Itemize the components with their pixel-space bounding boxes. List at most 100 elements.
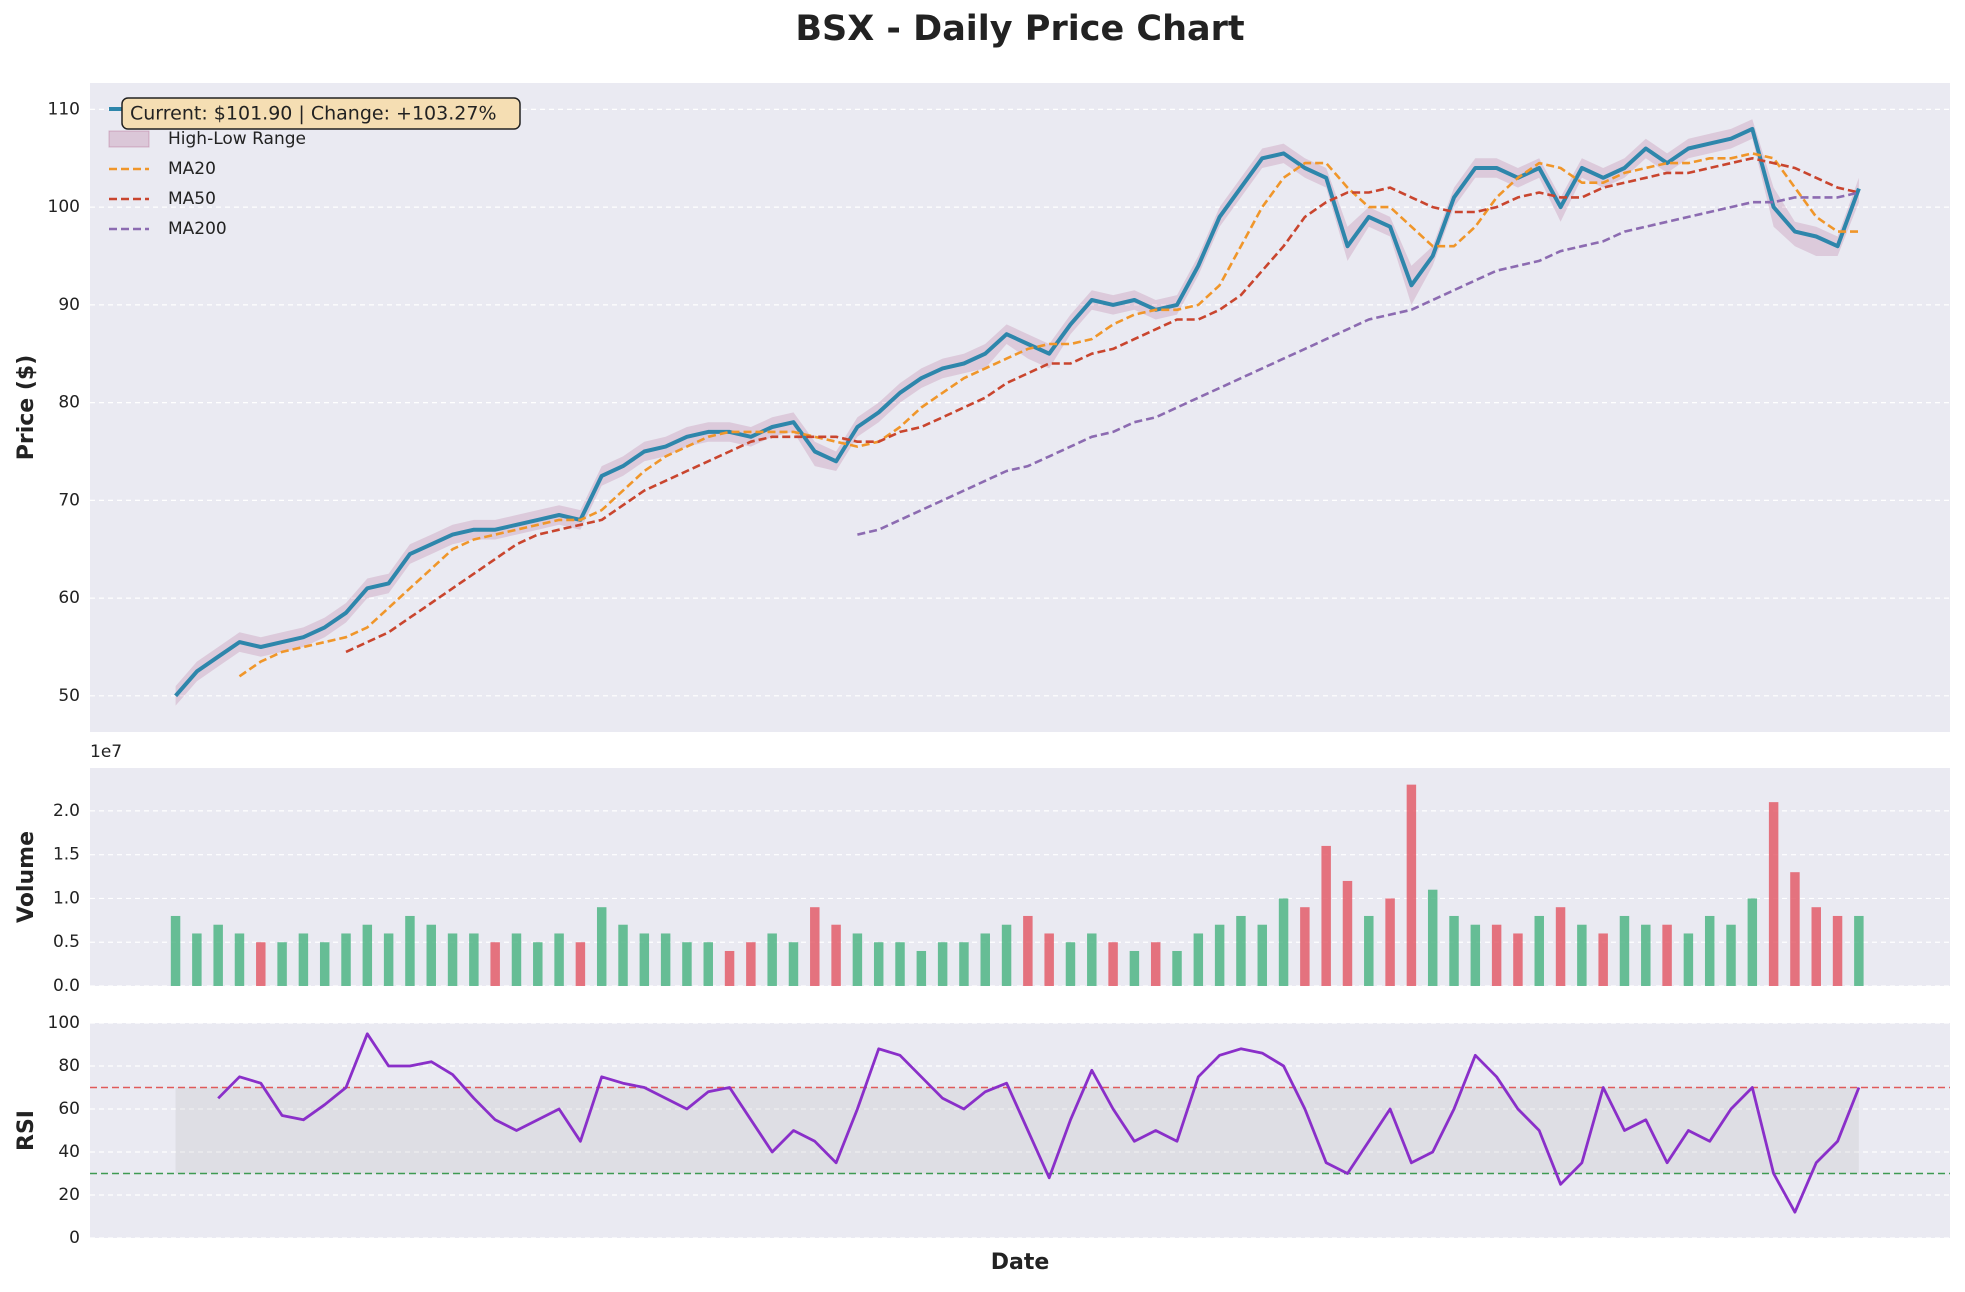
volume-bar	[703, 942, 713, 986]
volume-bar	[1747, 898, 1758, 986]
volume-bar	[1726, 924, 1736, 986]
volume-bar	[618, 924, 628, 986]
volume-bar	[660, 933, 671, 986]
volume-bar	[959, 942, 969, 986]
legend-label: High-Low Range	[168, 129, 306, 149]
volume-bar	[1150, 942, 1161, 986]
volume-bar	[256, 942, 266, 986]
volume-bar	[639, 933, 650, 986]
y-tick-label: 80	[58, 1056, 80, 1076]
y-tick-label: 0	[69, 1228, 80, 1248]
volume-bar	[192, 933, 202, 986]
volume-bar	[810, 907, 820, 986]
volume-bar	[1364, 915, 1374, 986]
volume-bar	[319, 942, 330, 986]
volume-bar	[682, 942, 692, 986]
volume-bar	[1790, 872, 1800, 986]
volume-bar	[1427, 889, 1438, 986]
volume-bar	[980, 933, 990, 986]
volume-bar	[1534, 915, 1544, 986]
plot-background	[90, 768, 1950, 986]
y-tick-label: 100	[48, 1013, 80, 1033]
volume-bar	[1406, 784, 1417, 986]
volume-bar	[895, 942, 905, 986]
volume-bar	[170, 915, 181, 986]
volume-bar	[469, 933, 479, 986]
volume-bar	[1683, 933, 1694, 986]
volume-bar	[767, 933, 777, 986]
y-tick-label: 1.5	[53, 845, 80, 865]
volume-bar	[1236, 915, 1246, 986]
annotation: Current: $101.90 | Change: +103.27%	[130, 103, 497, 125]
volume-bar	[1854, 915, 1864, 986]
volume-bar	[1300, 907, 1310, 986]
y-tick-label: 1.0	[53, 888, 80, 908]
volume-bar	[1065, 942, 1076, 986]
volume-bar	[1811, 907, 1821, 986]
volume-bar	[873, 942, 884, 986]
volume-bar	[277, 942, 287, 986]
legend-label: MA200	[168, 219, 227, 239]
volume-bar	[1470, 924, 1481, 986]
volume-bar	[533, 942, 543, 986]
volume-bar	[1044, 933, 1054, 986]
volume-bar	[1555, 907, 1566, 986]
volume-bar	[447, 933, 458, 986]
volume-bar	[1513, 933, 1523, 986]
volume-bar	[1768, 802, 1779, 986]
volume-bar	[1129, 950, 1140, 986]
y-tick-label: 60	[58, 588, 80, 608]
y-tick-label: 80	[58, 393, 80, 413]
volume-bar	[383, 933, 394, 986]
volume-bar	[1342, 880, 1353, 986]
volume-bar	[1172, 950, 1182, 986]
legend-label: MA20	[168, 159, 216, 179]
volume-bar	[1704, 915, 1715, 986]
volume-bar	[852, 933, 863, 986]
volume-bar	[1108, 942, 1118, 986]
volume-bar	[1491, 924, 1502, 986]
volume-bar	[1385, 898, 1395, 986]
volume-bar	[1641, 924, 1651, 986]
y-tick-label: 70	[58, 490, 80, 510]
volume-bar	[937, 942, 948, 986]
volume-bar	[1278, 898, 1289, 986]
volume-bar	[298, 933, 309, 986]
legend-swatch	[108, 130, 150, 148]
volume-bar	[213, 924, 223, 986]
volume-bar	[788, 942, 799, 986]
y-tick-label: 60	[58, 1099, 80, 1119]
series-line	[174, 126, 1861, 698]
y-axis-label: Volume	[14, 831, 39, 923]
plot-background	[90, 1023, 1950, 1238]
series-line	[345, 157, 1860, 654]
volume-bar	[1577, 924, 1587, 986]
legend-label: MA50	[168, 189, 216, 209]
annotation-box	[121, 97, 521, 130]
volume-bar	[1257, 924, 1267, 986]
volume-bar	[234, 933, 245, 986]
y-tick-label: 50	[58, 686, 80, 706]
volume-bar	[1662, 924, 1672, 986]
volume-bar	[1193, 933, 1204, 986]
series-line	[217, 1032, 1861, 1214]
y-tick-label: 40	[58, 1142, 80, 1162]
y-axis-label: Price ($)	[14, 355, 39, 461]
y-tick-label: 100	[48, 197, 80, 217]
volume-bar	[916, 950, 927, 986]
series-line	[857, 191, 1860, 536]
volume-bar	[426, 924, 436, 986]
volume-bar	[596, 907, 607, 986]
volume-bar	[724, 950, 735, 986]
x-axis-label: Date	[991, 1250, 1050, 1275]
volume-bar	[490, 942, 500, 986]
volume-bar	[1023, 915, 1033, 986]
series-line	[238, 152, 1859, 678]
y-tick-label: 2.0	[53, 801, 80, 821]
offset-label: 1e7	[90, 742, 122, 762]
volume-bar	[575, 942, 586, 986]
volume-bar	[1449, 915, 1459, 986]
volume-bar	[746, 942, 756, 986]
y-tick-label: 0.0	[53, 976, 80, 996]
